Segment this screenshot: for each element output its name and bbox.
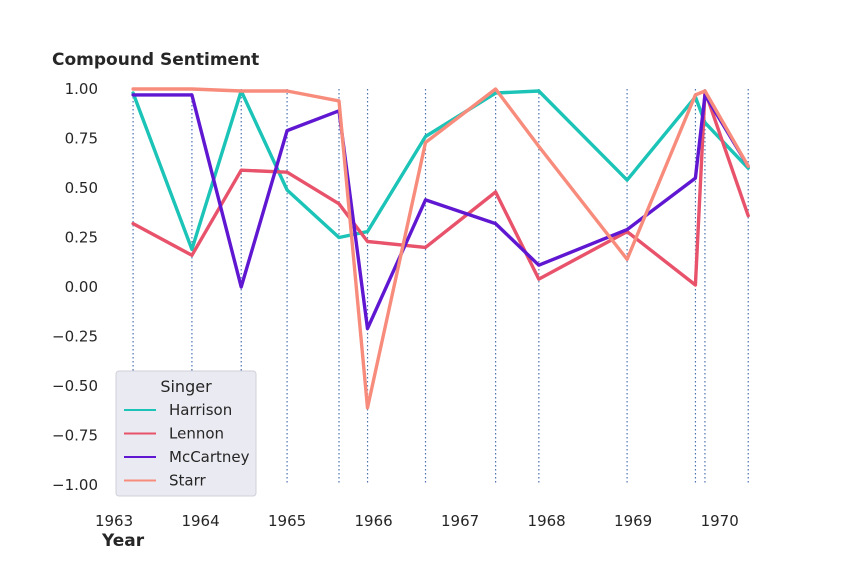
y-tick-label: 0.25 bbox=[65, 229, 98, 247]
x-tick-label: 1966 bbox=[355, 512, 393, 530]
y-tick-labels: 1.00 0.75 0.50 0.25 0.00 −0.25 −0.50 −0.75 −1.00 bbox=[52, 80, 98, 494]
x-tick-label: 1964 bbox=[181, 512, 219, 530]
legend-label: McCartney bbox=[169, 448, 250, 466]
x-tick-label: 1968 bbox=[528, 512, 566, 530]
legend-label: Lennon bbox=[169, 425, 224, 443]
legend-box bbox=[115, 370, 257, 497]
series-lines bbox=[131, 87, 750, 410]
y-axis-title: Compound Sentiment bbox=[52, 50, 259, 70]
y-tick-label: −0.75 bbox=[52, 427, 98, 445]
y-tick-label: −0.25 bbox=[52, 328, 98, 346]
x-tick-labels: 1963 1964 1965 1966 1967 1968 1969 1970 bbox=[95, 512, 739, 530]
y-tick-label: −1.00 bbox=[52, 476, 98, 494]
legend-label: Harrison bbox=[169, 401, 232, 419]
series-line-starr bbox=[131, 87, 750, 410]
series-line-lennon bbox=[131, 89, 750, 287]
y-tick-label: 0.75 bbox=[65, 130, 98, 148]
legend-items: Harrison Lennon McCartney Starr bbox=[124, 401, 250, 490]
series-line-mccartney bbox=[131, 93, 750, 331]
legend-label: Starr bbox=[169, 472, 206, 490]
x-tick-label: 1969 bbox=[614, 512, 652, 530]
x-axis-title: Year bbox=[101, 531, 145, 551]
legend: Singer Harrison Lennon McCartney Starr bbox=[115, 370, 257, 497]
y-tick-label: 0.50 bbox=[65, 179, 98, 197]
x-tick-label: 1970 bbox=[701, 512, 739, 530]
x-tick-label: 1965 bbox=[268, 512, 306, 530]
y-tick-label: 1.00 bbox=[65, 80, 98, 98]
x-tick-label: 1967 bbox=[441, 512, 479, 530]
x-tick-label: 1963 bbox=[95, 512, 133, 530]
y-tick-label: 0.00 bbox=[65, 278, 98, 296]
y-tick-label: −0.50 bbox=[52, 377, 98, 395]
legend-title: Singer bbox=[160, 377, 212, 396]
